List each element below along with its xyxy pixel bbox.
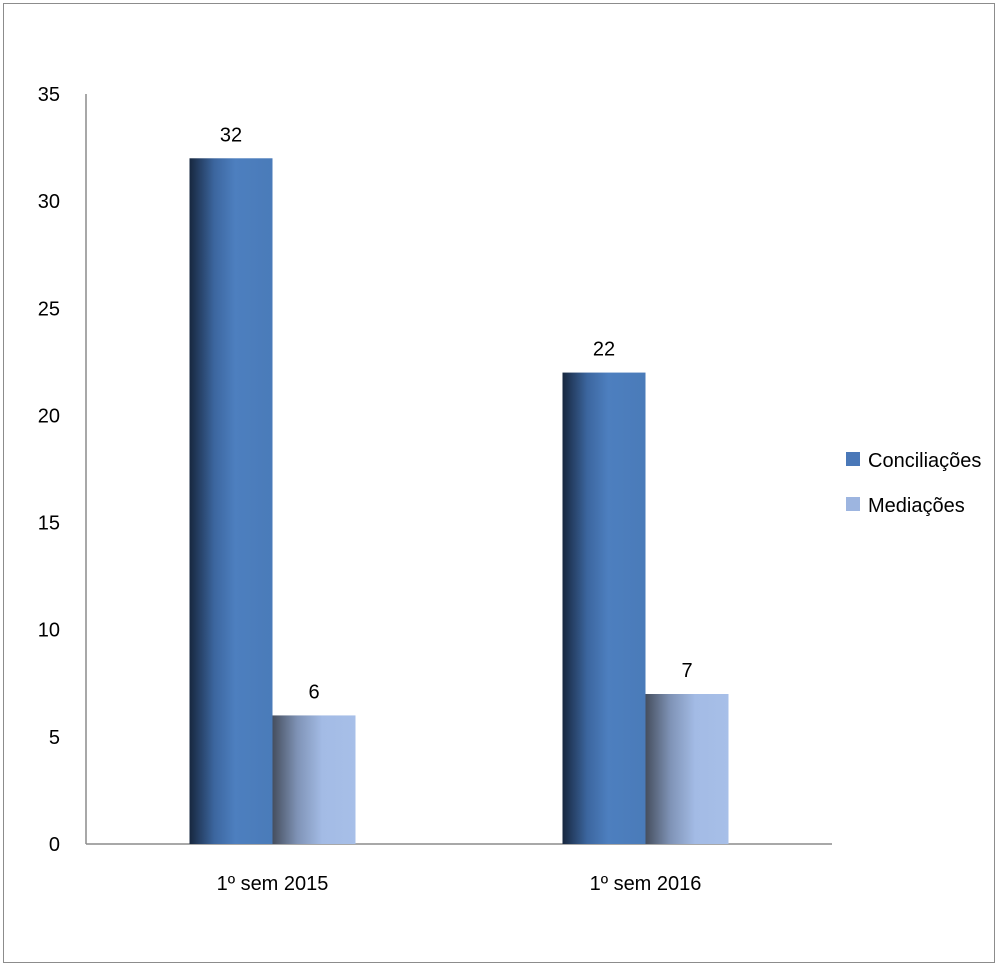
x-tick-label: 1º sem 2016	[590, 873, 702, 895]
y-tick-label: 5	[49, 727, 60, 749]
y-axis-tick-labels: 0 5 10 15 20 25 30 35	[38, 84, 60, 856]
chart-frame	[3, 3, 995, 963]
y-tick-label: 0	[49, 834, 60, 856]
legend: Conciliações Mediações	[846, 450, 981, 517]
data-labels: 32 6 22 7	[220, 124, 693, 703]
bar-conciliacoes-0	[189, 158, 273, 845]
bar-mediacoes-0	[272, 715, 356, 844]
bar-mediacoes-1	[645, 694, 729, 844]
y-tick-label: 20	[38, 405, 60, 427]
y-tick-label: 10	[38, 620, 60, 642]
x-tick-label: 1º sem 2015	[217, 873, 329, 895]
y-tick-label: 15	[38, 513, 60, 535]
bar-conciliacoes-1	[562, 372, 646, 844]
y-tick-label: 30	[38, 191, 60, 213]
y-tick-label: 35	[38, 84, 60, 106]
data-label: 32	[220, 124, 242, 146]
data-label: 7	[681, 660, 692, 682]
y-tick-label: 25	[38, 298, 60, 320]
x-axis-tick-labels: 1º sem 2015 1º sem 2016	[217, 873, 702, 895]
data-label: 6	[308, 681, 319, 703]
data-label: 22	[593, 339, 615, 361]
bars	[189, 158, 729, 845]
legend-label: Conciliações	[868, 450, 981, 472]
legend-swatch	[846, 452, 860, 466]
legend-label: Mediações	[868, 495, 965, 517]
legend-swatch	[846, 497, 860, 511]
